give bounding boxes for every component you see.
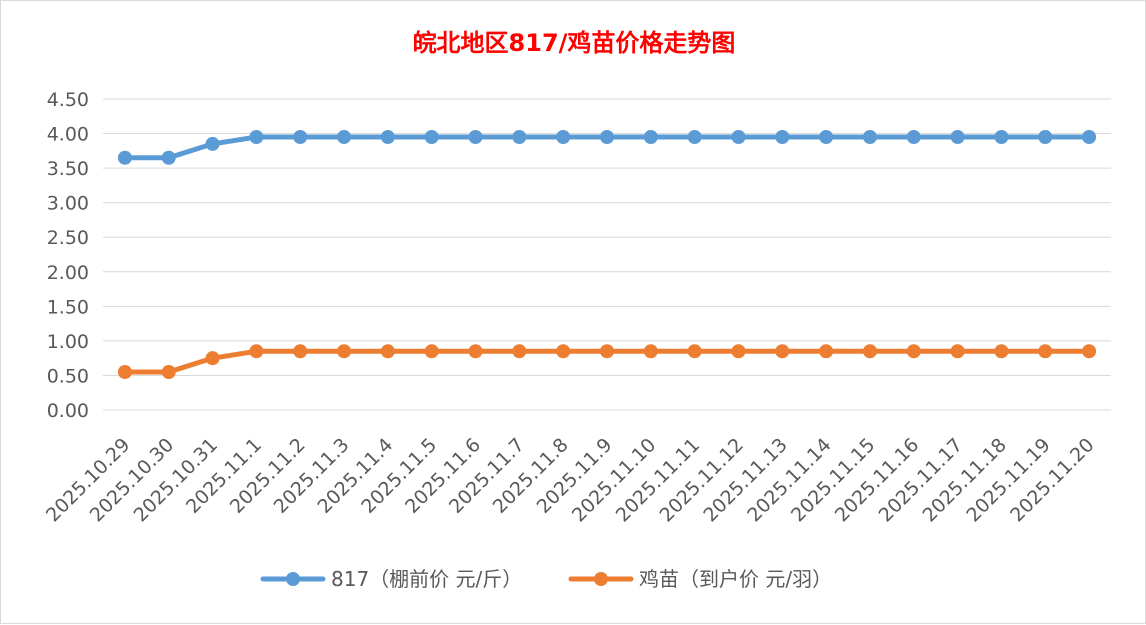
- data-point: [1082, 344, 1097, 359]
- y-tick-label: 3.00: [47, 193, 89, 215]
- data-point: [862, 344, 877, 359]
- legend-marker: [594, 572, 608, 586]
- data-point: [775, 344, 790, 359]
- data-point: [117, 150, 132, 165]
- data-point: [1082, 130, 1097, 145]
- data-point: [950, 344, 965, 359]
- legend: 817（棚前价 元/斤） 鸡苗（到户价 元/羽）: [260, 567, 832, 591]
- data-point: [249, 130, 264, 145]
- y-tick-label: 3.50: [47, 158, 89, 180]
- y-tick-label: 0.50: [47, 365, 89, 387]
- data-point: [906, 344, 921, 359]
- grid-lines: [103, 98, 1111, 411]
- data-point: [161, 150, 176, 165]
- data-point: [468, 344, 483, 359]
- y-tick-label: 1.00: [47, 331, 89, 353]
- data-point: [424, 344, 439, 359]
- data-point: [512, 344, 527, 359]
- data-point: [161, 364, 176, 379]
- data-point: [600, 344, 614, 359]
- legend-marker: [286, 572, 300, 586]
- data-point: [643, 344, 658, 359]
- y-tick-label: 4.00: [47, 124, 89, 146]
- data-point: [117, 364, 132, 379]
- data-point: [1038, 344, 1053, 359]
- data-point: [819, 344, 834, 359]
- data-point: [337, 130, 352, 145]
- data-point: [468, 130, 483, 145]
- y-tick-label: 4.50: [47, 89, 89, 111]
- data-point: [950, 130, 965, 145]
- data-point: [687, 130, 702, 145]
- data-point: [424, 130, 439, 145]
- data-point: [556, 344, 571, 359]
- data-point: [293, 130, 308, 145]
- data-point: [512, 130, 527, 145]
- data-point: [643, 130, 658, 145]
- y-tick-label: 0.00: [47, 400, 89, 422]
- series-lines: [117, 130, 1097, 379]
- y-tick-label: 2.50: [47, 227, 89, 249]
- data-point: [205, 136, 220, 151]
- legend-label: 鸡苗（到户价 元/羽）: [639, 567, 832, 591]
- x-axis-ticks: 2025.10.292025.10.302025.10.312025.11.12…: [42, 434, 1099, 526]
- data-point: [600, 130, 614, 145]
- y-axis-ticks: 0.00 0.50 1.00 1.50 2.00 2.50 3.00 3.50 4.00 4.50: [47, 89, 89, 422]
- series-1: [117, 130, 1097, 165]
- data-point: [293, 344, 308, 359]
- chart-title: 皖北地区817/鸡苗价格走势图: [413, 29, 736, 57]
- data-point: [775, 130, 790, 145]
- data-point: [380, 344, 395, 359]
- data-point: [819, 130, 834, 145]
- data-point: [731, 130, 746, 145]
- data-point: [205, 351, 220, 366]
- data-point: [994, 130, 1009, 145]
- data-point: [249, 344, 264, 359]
- data-point: [994, 344, 1009, 359]
- data-point: [862, 130, 877, 145]
- legend-label: 817（棚前价 元/斤）: [331, 567, 522, 591]
- data-point: [556, 130, 571, 145]
- data-point: [687, 344, 702, 359]
- data-point: [906, 130, 921, 145]
- data-point: [380, 130, 395, 145]
- y-tick-label: 1.50: [47, 296, 89, 318]
- y-tick-label: 2.00: [47, 262, 89, 284]
- legend-item: 鸡苗（到户价 元/羽）: [568, 567, 832, 591]
- data-point: [731, 344, 746, 359]
- data-point: [1038, 130, 1053, 145]
- series-2: [117, 344, 1097, 379]
- data-point: [337, 344, 352, 359]
- legend-item: 817（棚前价 元/斤）: [260, 567, 522, 591]
